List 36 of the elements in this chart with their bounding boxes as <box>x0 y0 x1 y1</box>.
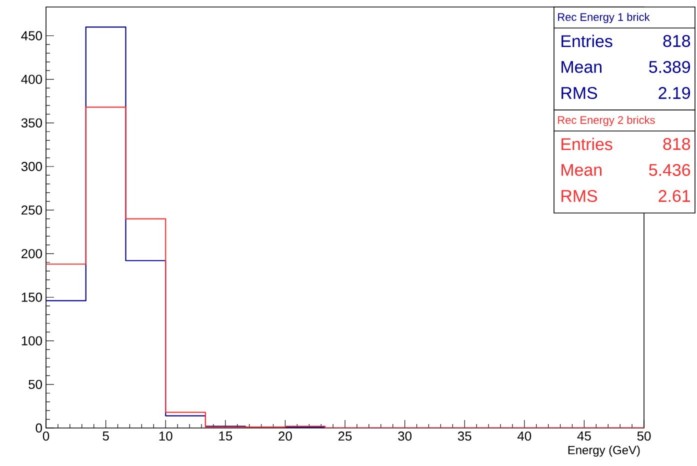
x-tick-label: 15 <box>219 432 232 441</box>
x-tick-label: 45 <box>577 432 591 441</box>
y-tick-label: 350 <box>21 118 42 128</box>
y-tick-label: 250 <box>22 205 42 215</box>
x-tick-label: 30 <box>398 432 412 441</box>
annotation: Entries <box>562 138 612 150</box>
y-tick-label: 0 <box>36 423 42 433</box>
annotation: RMS <box>562 86 598 99</box>
annotation: Mean <box>562 61 602 73</box>
y-tick-label: 450 <box>21 31 42 40</box>
text: Rec Energy 1 brick <box>558 12 650 24</box>
text: 5.389 <box>649 60 690 73</box>
y-tick-label: 100 <box>22 336 42 346</box>
x-tick-label: 0 <box>42 432 50 441</box>
annotation: Entries <box>562 34 612 48</box>
y-tick-label: 200 <box>22 249 42 258</box>
x-tick-label: 50 <box>637 432 651 441</box>
x-tick-label: 5 <box>102 432 109 441</box>
x-tick-label: 20 <box>278 432 292 441</box>
x-axis-title: Energy (GeV) <box>568 446 640 457</box>
y-tick-label: 50 <box>28 380 42 389</box>
text: 2.61 <box>658 190 690 202</box>
y-tick-label: 150 <box>22 292 42 302</box>
x-tick-label: 25 <box>338 432 352 441</box>
text: Rec Energy 2 bricks <box>558 116 655 126</box>
annotation: Mean <box>562 164 602 176</box>
y-tick-label: 400 <box>21 74 42 84</box>
x-tick-label: 40 <box>517 432 532 441</box>
x-tick-label: 10 <box>159 432 172 441</box>
text: 818 <box>663 138 690 150</box>
x-tick-label: 35 <box>458 432 472 441</box>
annotation: RMS <box>562 190 598 202</box>
text: 2.19 <box>658 86 690 99</box>
text: 818 <box>663 34 690 47</box>
text: 5.436 <box>649 164 690 176</box>
y-tick-label: 300 <box>21 162 42 172</box>
